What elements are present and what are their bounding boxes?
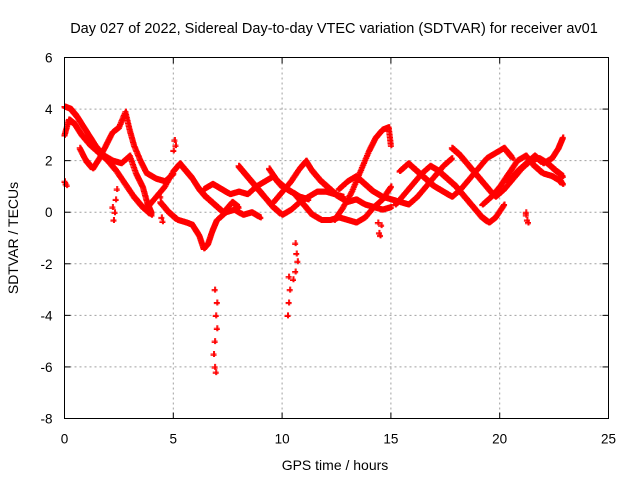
data-point bbox=[213, 299, 220, 306]
data-point bbox=[170, 147, 177, 154]
data-point bbox=[112, 196, 119, 203]
y-tick-labels: -8 -6 -4 -2 0 2 4 6 bbox=[40, 51, 53, 427]
x-tick-label: 5 bbox=[170, 432, 178, 447]
data-point bbox=[211, 338, 218, 345]
data-point bbox=[286, 286, 293, 293]
series-satellite-arc-D bbox=[144, 160, 242, 216]
series-outlier-burst-6 bbox=[522, 209, 531, 226]
data-point bbox=[212, 312, 219, 319]
data-point bbox=[111, 209, 118, 216]
data-point bbox=[211, 286, 218, 293]
y-tick-label: 6 bbox=[45, 51, 53, 66]
y-tick-label: 2 bbox=[45, 154, 53, 169]
data-point bbox=[171, 137, 178, 144]
data-point bbox=[285, 299, 292, 306]
x-tick-label: 20 bbox=[492, 432, 507, 447]
x-tick-label: 15 bbox=[383, 432, 398, 447]
y-tick-label: -2 bbox=[40, 257, 52, 272]
data-point bbox=[210, 351, 217, 358]
x-tick-label: 10 bbox=[275, 432, 290, 447]
axis-ticks bbox=[64, 57, 609, 419]
x-tick-labels: 0 5 10 15 20 25 bbox=[61, 432, 616, 447]
x-axis-label: GPS time / hours bbox=[282, 457, 389, 473]
data-point bbox=[213, 325, 220, 332]
x-tick-label: 0 bbox=[61, 432, 69, 447]
series-satellite-arc-I bbox=[270, 157, 394, 213]
y-tick-label: -8 bbox=[40, 412, 52, 427]
data-point bbox=[159, 218, 166, 225]
data-point bbox=[292, 240, 299, 247]
series-outlier-burst-3 bbox=[210, 286, 220, 376]
series-outlier-burst-4 bbox=[284, 240, 301, 319]
y-axis-label: SDTVAR / TECUs bbox=[5, 182, 21, 294]
y-tick-label: -4 bbox=[40, 308, 52, 323]
data-point bbox=[109, 204, 116, 211]
data-point bbox=[110, 216, 117, 223]
x-tick-label: 25 bbox=[601, 432, 616, 447]
series-outlier-burst-1 bbox=[61, 178, 70, 189]
series-outlier-burst-2 bbox=[109, 186, 120, 223]
grid-lines bbox=[64, 57, 609, 419]
data-point bbox=[212, 369, 219, 376]
data-point bbox=[211, 363, 218, 370]
y-tick-label: -6 bbox=[40, 360, 52, 375]
data-point bbox=[293, 250, 300, 257]
data-point bbox=[113, 186, 120, 193]
plot-frame bbox=[64, 57, 609, 419]
chart-title: Day 027 of 2022, Sidereal Day-to-day VTE… bbox=[70, 21, 598, 37]
y-tick-label: 4 bbox=[45, 102, 53, 117]
series-outlier-burst-5 bbox=[374, 219, 385, 239]
data-point bbox=[284, 312, 291, 319]
data-point bbox=[292, 268, 299, 275]
y-tick-label: 0 bbox=[45, 205, 53, 220]
data-points bbox=[61, 103, 566, 376]
